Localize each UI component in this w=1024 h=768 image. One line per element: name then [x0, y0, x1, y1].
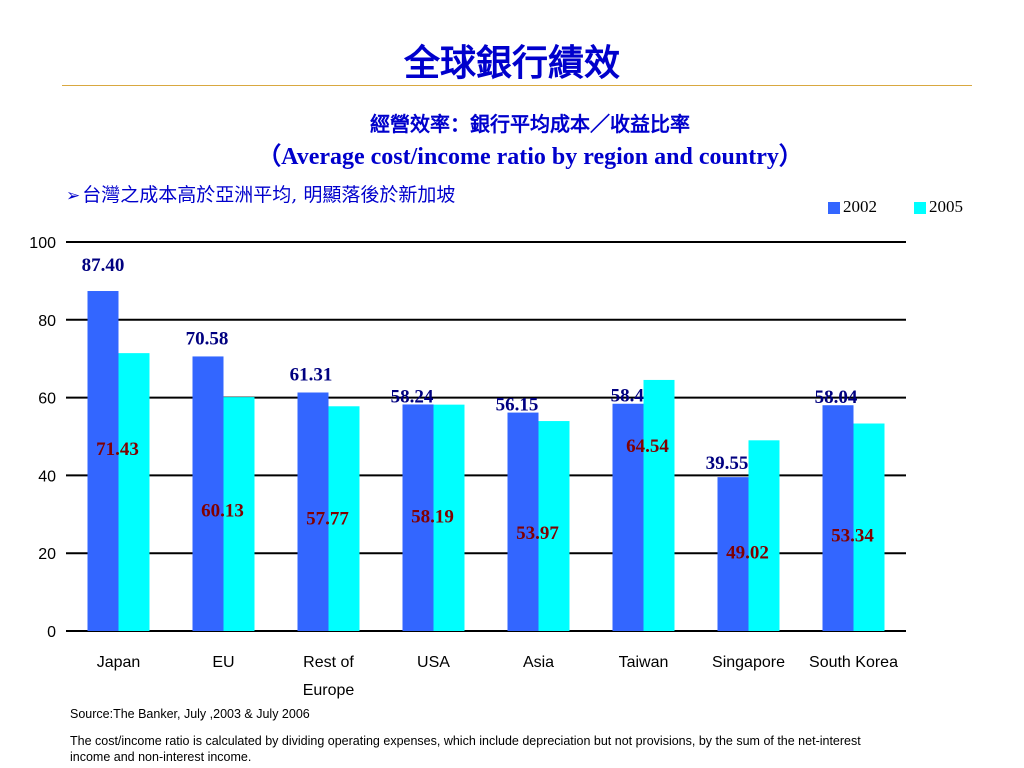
bar-2002-south-korea	[822, 405, 854, 631]
x-tick-label: Asia	[523, 654, 554, 671]
bar-chart: 0 20 40 60 80 100 87.40 71.43 Japan 70.58 60.13 EU 6…	[29, 235, 906, 699]
legend-label-2005: 2005	[929, 197, 963, 216]
bar-2005-japan	[118, 353, 150, 631]
y-tick-label: 60	[38, 391, 56, 408]
y-tick-label: 40	[38, 468, 56, 485]
footnote: The cost/income ratio is calculated by d…	[70, 734, 861, 764]
data-label-2005: 49.02	[726, 542, 769, 563]
bar-2002-asia	[507, 412, 539, 631]
x-tick-label: Japan	[97, 654, 141, 671]
chart-subtitle-en: （Average cost/income ratio by region and…	[257, 144, 803, 170]
slide-title: 全球銀行績效	[403, 42, 620, 84]
title-divider	[62, 85, 972, 86]
data-label-2005: 71.43	[96, 439, 139, 460]
legend-item-2002: 2002	[828, 197, 877, 217]
bar-2002-usa	[402, 404, 434, 631]
legend-swatch-2002	[828, 202, 840, 215]
arrow-bullet-icon: ➢	[66, 186, 81, 206]
data-label-2002: 58.24	[391, 386, 434, 407]
data-label-2002: 70.58	[186, 328, 229, 349]
bullet-text: 台灣之成本高於亞洲平均, 明顯落後於新加坡	[82, 184, 456, 206]
bar-2002-rest-of-europe	[297, 392, 329, 631]
bar-2005-south-korea	[853, 423, 885, 631]
bar-2005-usa	[433, 404, 465, 631]
y-tick-label: 20	[38, 546, 56, 563]
y-tick-label: 100	[29, 235, 56, 252]
data-label-2005: 57.77	[306, 508, 349, 529]
bar-2002-japan	[87, 291, 119, 631]
bar-2005-rest-of-europe	[328, 406, 360, 631]
data-label-2005: 64.54	[626, 436, 669, 457]
legend-item-2005: 2005	[914, 197, 963, 217]
data-label-2005: 60.13	[201, 501, 244, 522]
bar-2002-eu	[192, 356, 224, 631]
x-tick-label: USA	[417, 654, 450, 671]
bar-2005-singapore	[748, 440, 780, 631]
bar-2002-taiwan	[612, 403, 644, 631]
data-label-2005: 53.97	[516, 523, 559, 544]
bar-2005-eu	[223, 397, 255, 631]
y-tick-label: 80	[38, 313, 56, 330]
data-label-2002: 87.40	[82, 255, 125, 276]
source-note: Source:The Banker, July ,2003 & July 200…	[70, 707, 310, 721]
x-tick-label: South Korea	[809, 654, 898, 671]
data-label-2002: 56.15	[496, 395, 539, 416]
y-tick-label: 0	[47, 624, 56, 641]
data-label-2005: 53.34	[831, 526, 874, 547]
data-label-2002: 61.31	[290, 365, 333, 386]
data-label-2005: 58.19	[411, 506, 454, 527]
bar-2005-taiwan	[643, 379, 675, 631]
bullet-point: ➢ 台灣之成本高於亞洲平均, 明顯落後於新加坡	[66, 180, 455, 207]
chart-subtitle-zh: 經營效率：銀行平均成本／收益比率	[370, 112, 690, 136]
x-tick-label: Europe	[303, 682, 355, 699]
data-label-2002: 58.04	[815, 387, 858, 408]
bar-2002-singapore	[717, 477, 749, 631]
data-label-2002: 39.55	[706, 453, 749, 474]
legend-swatch-2005	[914, 202, 926, 215]
x-tick-label: Taiwan	[619, 654, 669, 671]
x-tick-label: EU	[212, 654, 234, 671]
bar-2005-asia	[538, 421, 570, 631]
x-tick-label: Singapore	[712, 654, 785, 671]
x-tick-label: Rest of	[303, 654, 354, 671]
legend-label-2002: 2002	[843, 197, 877, 216]
data-label-2002: 58.42	[611, 386, 654, 407]
